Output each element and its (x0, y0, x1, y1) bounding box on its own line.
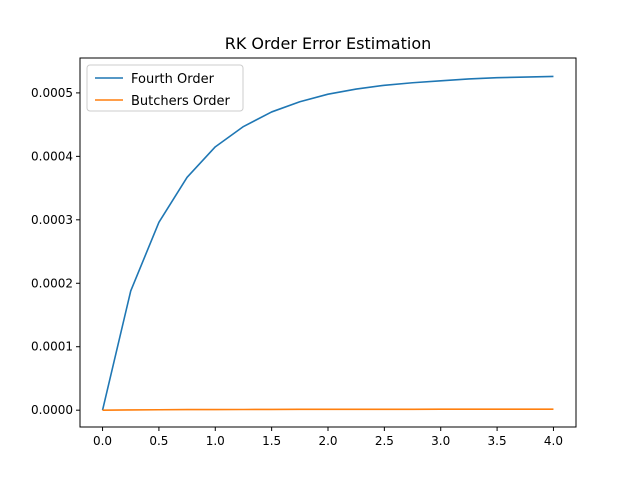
y-tick-label: 0.0001 (31, 340, 73, 354)
x-tick-label: 2.5 (375, 434, 394, 448)
legend-label-0: Fourth Order (131, 72, 215, 87)
x-tick-label: 3.0 (431, 434, 450, 448)
x-tick-label: 1.0 (206, 434, 225, 448)
x-tick-label: 3.5 (488, 434, 507, 448)
series-line-0 (101, 75, 554, 411)
chart-title: RK Order Error Estimation (225, 34, 432, 53)
x-tick-label: 1.5 (262, 434, 281, 448)
x-tick-label: 2.0 (318, 434, 337, 448)
y-tick-label: 0.0002 (31, 276, 73, 290)
y-tick-label: 0.0000 (31, 403, 73, 417)
plot-frame (79, 57, 577, 428)
legend: Fourth Order Butchers Order (86, 64, 244, 112)
y-tick-label: 0.0004 (31, 149, 73, 163)
y-tick-label: 0.0005 (31, 86, 73, 100)
x-tick-label: 4.0 (544, 434, 563, 448)
legend-label-1: Butchers Order (131, 94, 230, 109)
x-tick-label: 0.5 (149, 434, 168, 448)
x-tick-label: 0.0 (93, 434, 112, 448)
legend-box (86, 64, 244, 112)
y-tick-label: 0.0003 (31, 213, 73, 227)
series-line-1 (102, 408, 554, 411)
